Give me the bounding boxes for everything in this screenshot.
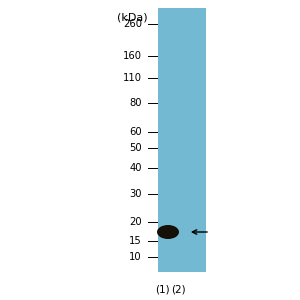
Ellipse shape — [157, 225, 179, 239]
Text: 60: 60 — [129, 127, 142, 137]
Text: 50: 50 — [129, 143, 142, 153]
Text: 30: 30 — [130, 189, 142, 199]
Text: 20: 20 — [129, 217, 142, 227]
Text: 10: 10 — [129, 252, 142, 262]
Text: 110: 110 — [123, 73, 142, 83]
Text: 80: 80 — [130, 98, 142, 108]
Text: 260: 260 — [123, 19, 142, 29]
Text: 15: 15 — [129, 236, 142, 246]
Text: (kDa): (kDa) — [117, 12, 148, 22]
Text: 40: 40 — [130, 163, 142, 173]
Text: (1): (1) — [155, 285, 169, 295]
Text: 160: 160 — [123, 51, 142, 61]
Text: (2): (2) — [171, 285, 185, 295]
Bar — [158, 8, 206, 272]
